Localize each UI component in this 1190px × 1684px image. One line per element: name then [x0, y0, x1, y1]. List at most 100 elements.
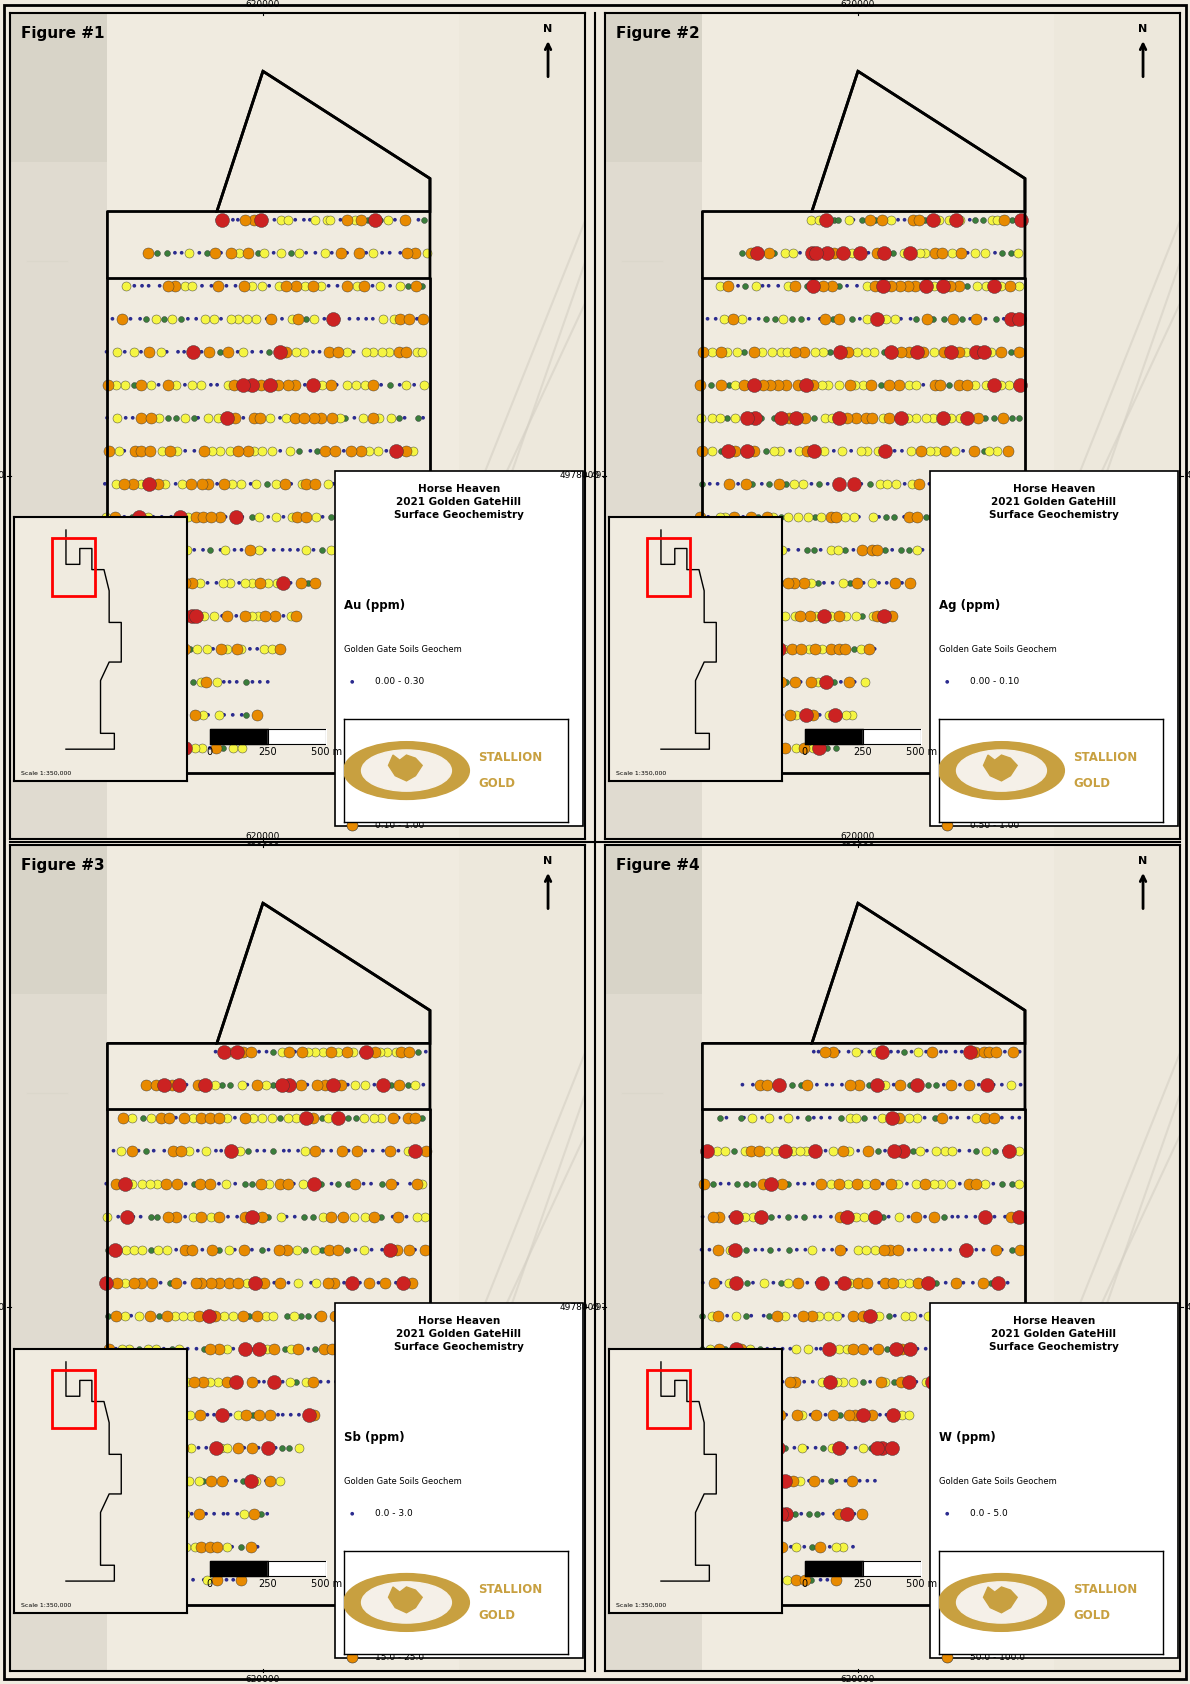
Point — [860, 205, 879, 232]
Point — [879, 1302, 898, 1329]
Point — [712, 1532, 731, 1559]
Point — [107, 1435, 126, 1462]
Point — [816, 205, 835, 232]
Point — [155, 1335, 174, 1362]
Point — [224, 1335, 243, 1362]
Point — [113, 1105, 132, 1132]
Point — [764, 404, 783, 431]
Point — [916, 404, 935, 431]
Point — [771, 338, 790, 365]
Point — [155, 470, 174, 497]
Point — [907, 370, 926, 397]
Text: Scale 1:350,000: Scale 1:350,000 — [21, 771, 71, 776]
Point — [217, 1435, 236, 1462]
Point — [219, 1202, 238, 1229]
Point — [372, 338, 392, 365]
Point — [804, 536, 823, 562]
Point — [219, 338, 238, 365]
Point — [693, 1302, 712, 1329]
Point — [171, 1137, 190, 1164]
Point — [255, 603, 274, 630]
Point — [891, 1071, 910, 1098]
Point — [184, 404, 203, 431]
Point — [100, 438, 119, 465]
Point — [823, 1401, 843, 1428]
Point — [321, 205, 340, 232]
Point — [106, 1335, 125, 1362]
Point — [295, 1137, 314, 1164]
Point — [996, 1202, 1015, 1229]
Point — [193, 1367, 212, 1394]
Point — [846, 370, 865, 397]
Point — [396, 438, 415, 465]
Point — [898, 1202, 917, 1229]
Point — [106, 1566, 125, 1593]
Point — [702, 404, 721, 431]
Point — [832, 1105, 851, 1132]
Point — [937, 1302, 956, 1329]
Point — [96, 1170, 115, 1197]
Point — [732, 239, 751, 266]
Point — [123, 1566, 142, 1593]
Point — [294, 338, 313, 365]
Point — [927, 1071, 946, 1098]
Point — [916, 1367, 935, 1394]
Text: 4978000: 4978000 — [1185, 472, 1190, 480]
Point — [303, 1202, 322, 1229]
Point — [273, 1037, 292, 1066]
Point — [390, 1071, 409, 1098]
Point — [837, 701, 856, 727]
Point — [275, 470, 294, 497]
Point — [346, 1236, 365, 1263]
Point — [927, 1270, 946, 1297]
Point — [175, 1500, 194, 1527]
Point — [400, 205, 419, 232]
Point — [776, 470, 795, 497]
Point — [306, 1335, 325, 1362]
Point — [860, 1302, 879, 1329]
Point — [960, 305, 979, 332]
Point — [413, 1170, 432, 1197]
Point — [228, 438, 248, 465]
Point — [315, 305, 334, 332]
Text: Horse Heaven
2021 Golden GateHill
Surface Geochemistry: Horse Heaven 2021 Golden GateHill Surfac… — [394, 483, 524, 520]
Point — [728, 338, 747, 365]
Point — [703, 1566, 722, 1593]
Point — [870, 1401, 889, 1428]
Point — [870, 1302, 889, 1329]
Point — [901, 305, 920, 332]
Point — [406, 1137, 425, 1164]
Point — [196, 1137, 215, 1164]
Point — [784, 470, 803, 497]
Point — [829, 404, 848, 431]
Point — [346, 1105, 365, 1132]
Point — [770, 1401, 789, 1428]
Point — [137, 1367, 156, 1394]
Point — [121, 603, 140, 630]
Point — [219, 370, 238, 397]
Point — [250, 536, 269, 562]
Bar — [605, 13, 702, 162]
Point — [970, 1071, 989, 1098]
Point — [802, 239, 821, 266]
Point — [343, 716, 362, 743]
Point — [734, 370, 753, 397]
Point — [336, 404, 355, 431]
Point — [342, 1270, 361, 1297]
Point — [916, 1335, 935, 1362]
Point — [148, 1170, 167, 1197]
Point — [988, 205, 1007, 232]
Point — [938, 765, 957, 791]
Point — [355, 273, 374, 300]
Point — [184, 1367, 203, 1394]
Point — [346, 1170, 365, 1197]
Point — [137, 1566, 156, 1593]
Point — [1012, 205, 1031, 232]
Point — [284, 1170, 303, 1197]
Point — [760, 1435, 779, 1462]
Bar — [605, 845, 702, 994]
Point — [287, 1105, 306, 1132]
Point — [777, 669, 796, 695]
Point — [733, 305, 752, 332]
Point — [357, 305, 376, 332]
